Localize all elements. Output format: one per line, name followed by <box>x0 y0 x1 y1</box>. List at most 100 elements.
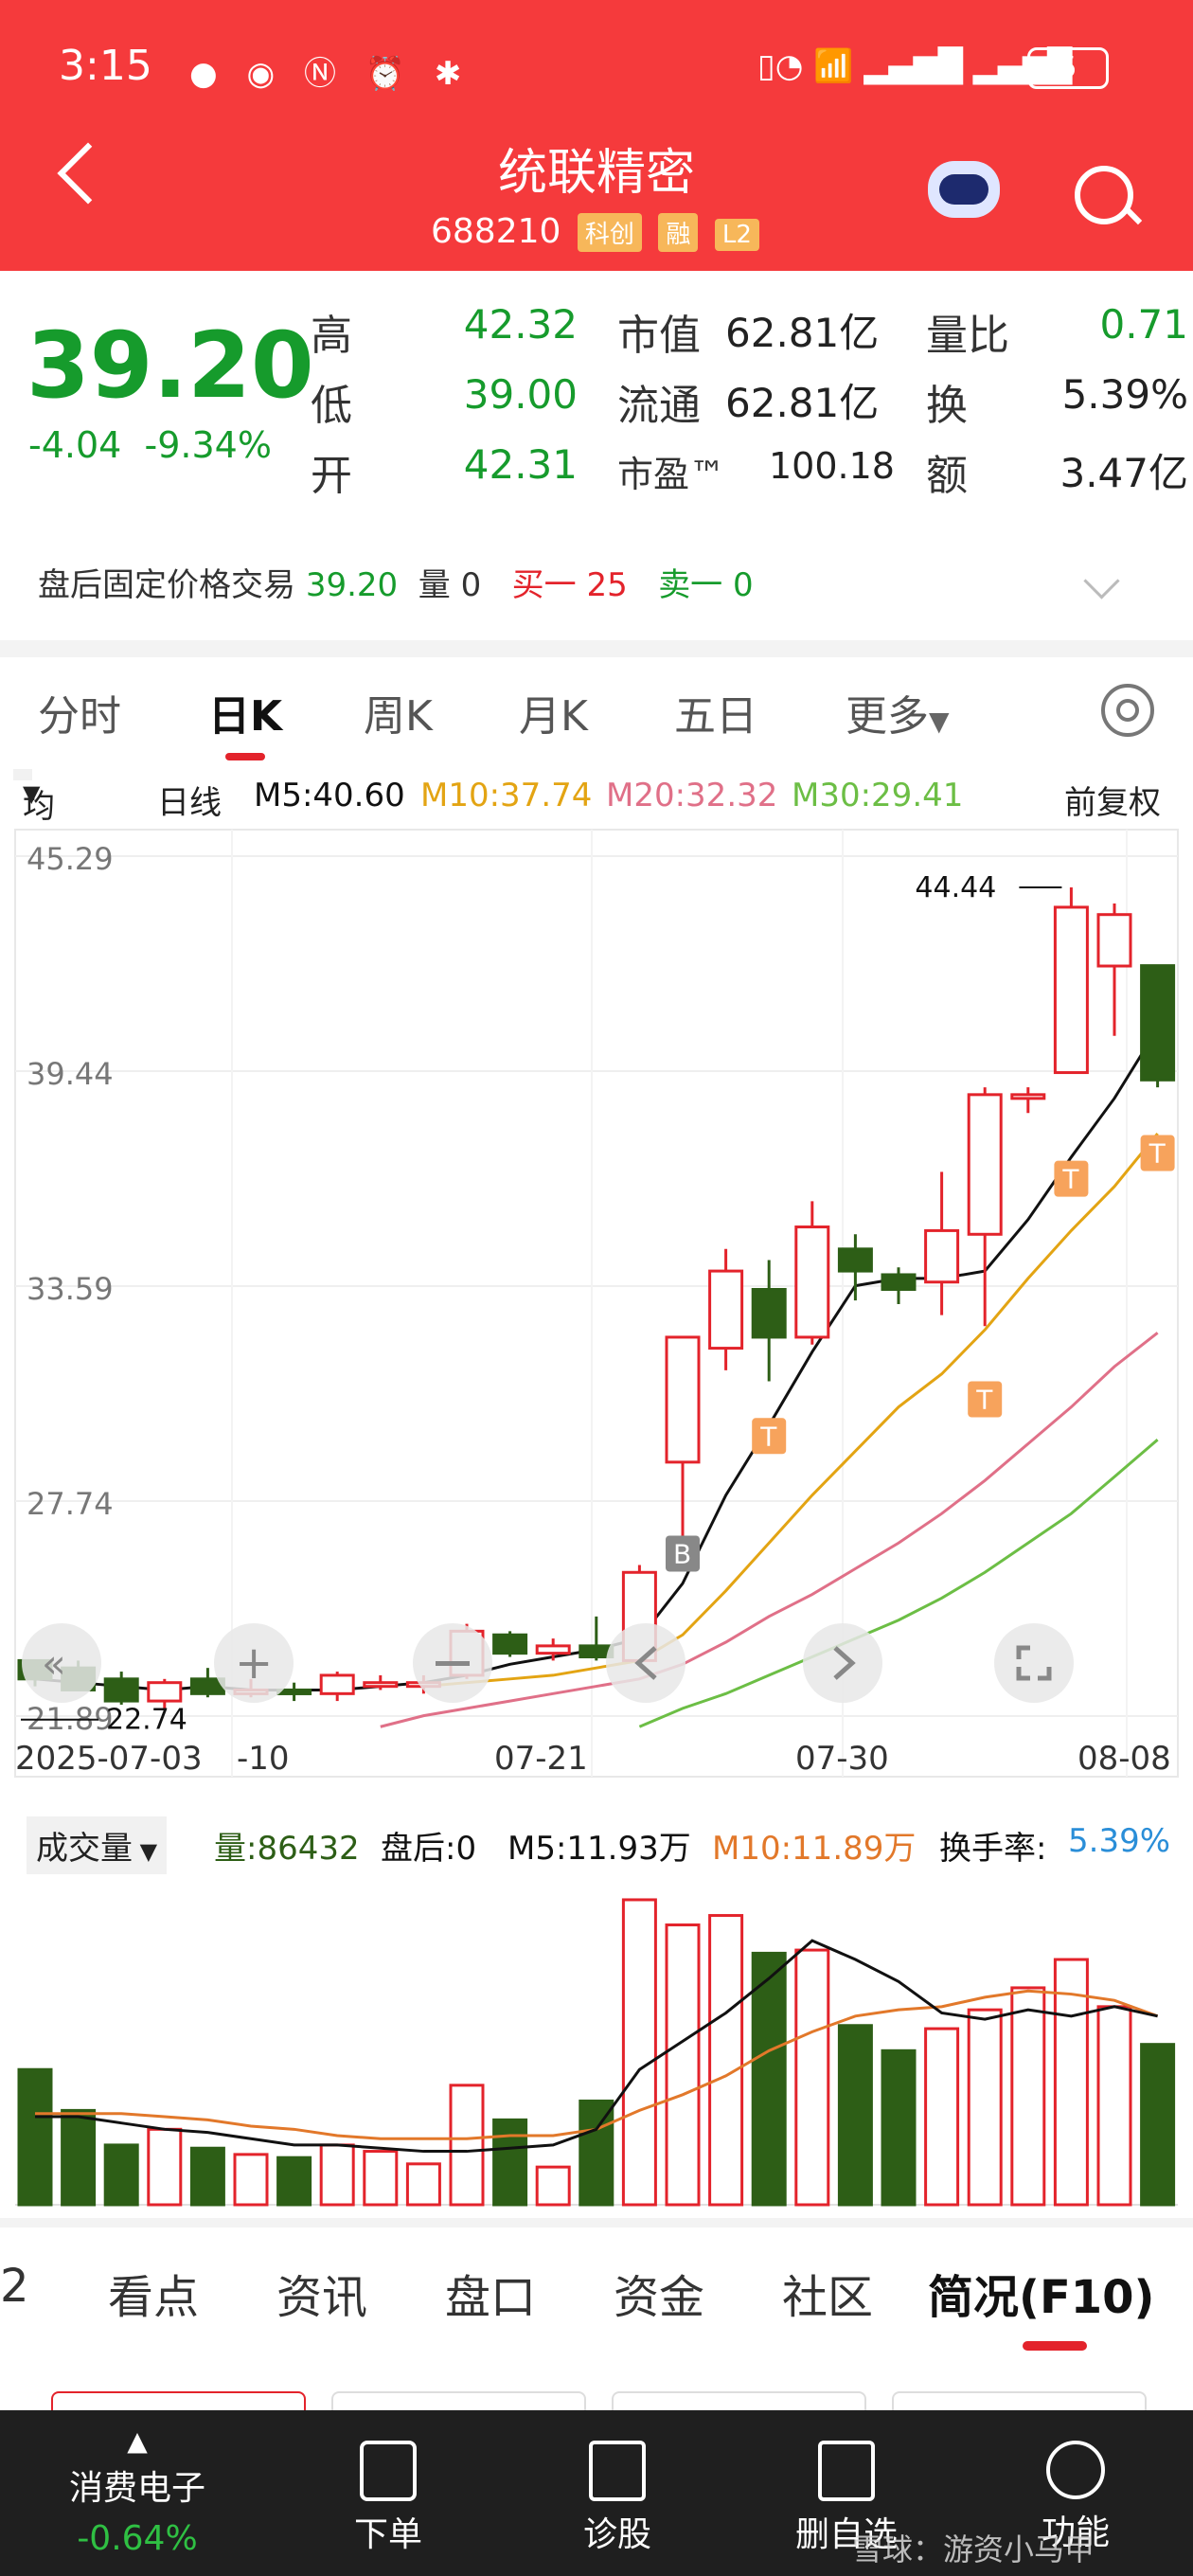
volume-ma-lines <box>35 1939 1159 2154</box>
y-tick-label: 45.29 <box>27 841 114 877</box>
candle-down <box>1140 964 1176 1082</box>
tab-company-profile[interactable]: 简况(F10) <box>928 2271 1155 2324</box>
volume-m10: M10:11.89万 <box>712 1830 917 1868</box>
step-right-control[interactable] <box>803 1623 882 1703</box>
robot-assistant-icon[interactable] <box>928 161 1000 218</box>
y-tick-label: 27.74 <box>27 1486 114 1522</box>
label-amount: 额 <box>926 452 968 500</box>
tab-five-day[interactable]: 五日 <box>674 692 757 741</box>
t-marker-label: T <box>759 1421 777 1452</box>
step-left-control[interactable] <box>606 1623 686 1703</box>
tab-news[interactable]: 资讯 <box>276 2271 368 2324</box>
label-turnover: 换 <box>926 382 968 430</box>
volume-bar-down <box>751 1951 787 2207</box>
volume-bar-up <box>967 2008 1003 2207</box>
bottom-action-bar: ▲ 消费电子 -0.64% 下单 诊股 删自选 功能 雪球：游资小马甲 <box>0 2410 1193 2576</box>
ma-m30: M30:29.41 <box>792 777 964 814</box>
order-button[interactable]: 下单 <box>294 2410 483 2556</box>
volume-bar-down <box>579 2099 614 2207</box>
buy-marker-label: B <box>673 1538 691 1569</box>
min-price-label: 22.74 <box>106 1704 187 1737</box>
tab-weekly-k[interactable]: 周K <box>364 692 433 741</box>
candle-up <box>794 1225 830 1339</box>
turnover-label: 换手率: <box>939 1830 1047 1868</box>
tab-fund-flow[interactable]: 资金 <box>614 2271 705 2324</box>
label-market-cap: 市值 <box>617 312 701 360</box>
value-pe: 100.18 <box>769 445 895 487</box>
volume-bar-up <box>1096 2005 1132 2207</box>
tab-order-book[interactable]: 盘口 <box>445 2271 537 2324</box>
volume-bar-up <box>363 2150 399 2207</box>
x-tick-label: 2025-07-03 <box>15 1740 203 1778</box>
volume-bar-down <box>17 2067 53 2207</box>
sector-indicator[interactable]: ▲ 消费电子 -0.64% <box>43 2410 232 2558</box>
volume-bar-down <box>1140 2043 1176 2207</box>
triangle-down-icon: ▼ <box>929 706 950 737</box>
minus-icon <box>436 1661 470 1666</box>
volume-selector[interactable]: 成交量 ▼ <box>27 1816 168 1874</box>
chart-markers: 44.44 22.74 B T T T T <box>21 871 1175 1737</box>
tab-community[interactable]: 社区 <box>782 2271 874 2324</box>
volume-bar-down <box>837 2024 873 2207</box>
diagnose-plus-icon <box>589 2441 646 2501</box>
watermark: 雪球：游资小马甲 <box>852 2531 1095 2567</box>
fullscreen-control[interactable] <box>994 1623 1074 1703</box>
value-amount: 3.47亿 <box>1059 450 1188 496</box>
tab-monthly-k[interactable]: 月K <box>519 692 588 741</box>
volume-chart[interactable] <box>0 1871 1193 2216</box>
value-open: 42.31 <box>463 441 578 488</box>
candle-up <box>319 1673 355 1695</box>
candle-down <box>837 1247 873 1273</box>
settings-icon[interactable] <box>1101 684 1154 737</box>
after-hours-price: 39.20 <box>305 566 399 604</box>
volume-bar-up <box>708 1914 744 2207</box>
status-notification-icons: ● ◉ Ⓝ ⏰ ✱ <box>189 55 472 93</box>
sector-name: 消费电子 <box>68 2469 205 2508</box>
after-hours-row[interactable]: 盘后固定价格交易 39.20 量 0 买一 25 卖一 0 <box>38 559 754 605</box>
ma-selector[interactable]: 均线 ▼ <box>13 769 55 872</box>
candle-up <box>1096 913 1132 968</box>
t-marker-label: T <box>1061 1164 1079 1195</box>
active-bottom-tab-indicator <box>1023 2341 1087 2351</box>
chevron-down-icon[interactable] <box>1083 563 1120 599</box>
fast-back-control[interactable] <box>22 1623 101 1703</box>
label-high: 高 <box>311 312 352 360</box>
volume-selector-label: 成交量 <box>36 1830 133 1868</box>
current-price: 39.20 <box>27 313 314 419</box>
functions-button[interactable]: 功能 <box>981 2410 1170 2554</box>
diagnose-button[interactable]: 诊股 <box>523 2410 712 2556</box>
ma-period[interactable]: 日线 <box>157 784 222 822</box>
candle-up <box>665 1335 701 1464</box>
max-price-label: 44.44 <box>915 871 996 904</box>
candle-up <box>1053 905 1089 1075</box>
label-pe: 市盈™ <box>617 454 726 495</box>
label-float-cap: 流通 <box>617 382 701 430</box>
battery-icon: 5 <box>1027 47 1109 89</box>
volume-m5: M5:11.93万 <box>507 1830 691 1868</box>
header-bar: 3:15 ● ◉ Ⓝ ⏰ ✱ ▯◔ 📶 ▂▄▆█ ▂▄▆█ 5 统联精密 688… <box>0 0 1193 271</box>
ma10-line <box>423 1133 1159 1689</box>
price-adjust-mode[interactable]: 前复权 <box>1064 784 1161 822</box>
tab-more-label: 更多 <box>846 692 929 741</box>
value-turnover: 5.39% <box>1061 371 1188 418</box>
remove-watchlist-button[interactable]: 删自选 <box>752 2410 941 2556</box>
tab-more[interactable]: 更多▼ <box>846 682 950 742</box>
volume-bar-down <box>61 2108 97 2207</box>
tab-intraday[interactable]: 分时 <box>38 692 121 741</box>
volume-bar-down <box>492 2118 528 2207</box>
tab-highlights[interactable]: 看点 <box>108 2271 200 2324</box>
volume-value: 量:86432 <box>214 1830 360 1868</box>
ma-legend-row: 均线 ▼ 日线 M5:40.60 M10:37.74 M20:32.32 M30… <box>0 765 1193 872</box>
search-icon[interactable] <box>1075 166 1133 224</box>
zoom-in-control[interactable] <box>214 1623 294 1703</box>
t-marker-label: T <box>1148 1138 1166 1170</box>
change-amount: -4.04 <box>28 424 122 466</box>
tab-cut-off[interactable]: 2 <box>0 2260 29 2313</box>
triangle-down-icon: ▼ <box>23 780 41 807</box>
volume-bar-up <box>147 2127 183 2207</box>
x-tick-label: -10 <box>237 1740 290 1778</box>
x-axis-labels: 2025-07-03 -10 07-21 07-30 08-08 <box>15 1740 1171 1778</box>
tab-daily-k[interactable]: 日K <box>208 692 283 741</box>
bid1-value: 25 <box>586 566 628 604</box>
